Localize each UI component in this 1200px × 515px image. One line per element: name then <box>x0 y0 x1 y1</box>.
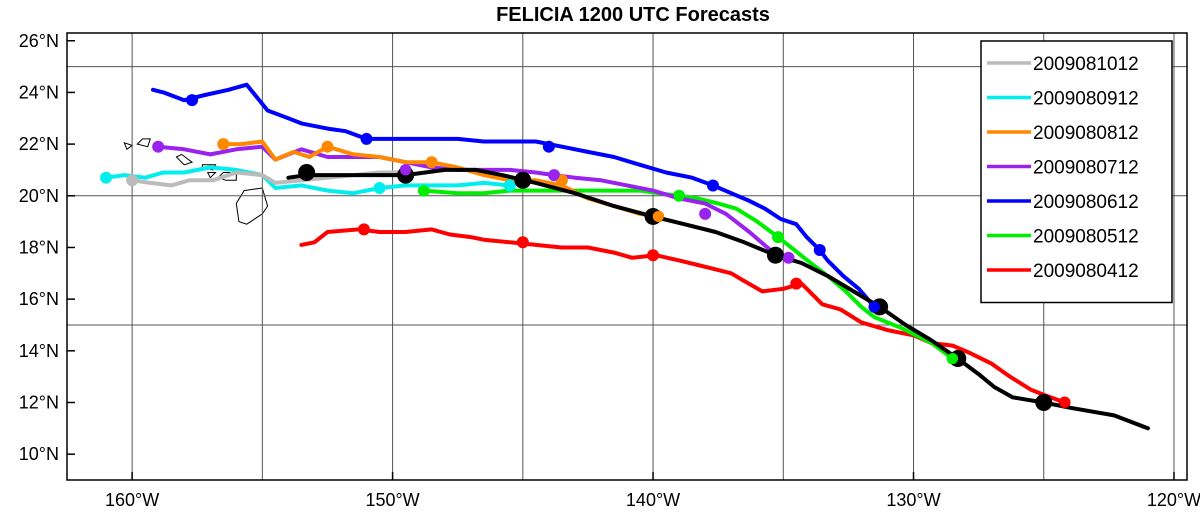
track-point-2009080612 <box>543 141 555 153</box>
best-track-point <box>1035 393 1053 411</box>
track-point-2009080412 <box>647 249 659 261</box>
island-niihau <box>123 141 134 151</box>
track-point-2009080612 <box>361 133 373 145</box>
legend-item: 2009080812 <box>987 123 1139 144</box>
track-point-2009080812 <box>321 141 333 153</box>
y-tick-label: 22°N <box>19 134 59 154</box>
y-tick-label: 24°N <box>19 82 59 102</box>
legend-label: 2009080812 <box>1033 123 1139 144</box>
track-point-2009080812 <box>652 210 664 222</box>
y-tick-label: 12°N <box>19 392 59 412</box>
track-point-2009080612 <box>814 244 826 256</box>
y-tick-label: 14°N <box>19 341 59 361</box>
x-tick-label: 150°W <box>365 490 419 510</box>
track-point-2009080412 <box>790 278 802 290</box>
track-line-2009080412 <box>299 227 1067 405</box>
legend-label: 2009080612 <box>1033 192 1139 213</box>
track-point-2009080712 <box>782 252 794 264</box>
track-point-2009080612 <box>186 94 198 106</box>
track-point-2009080712 <box>152 141 164 153</box>
track-point-2009080712 <box>699 208 711 220</box>
track-point-2009080812 <box>426 156 438 168</box>
x-tick-label: 160°W <box>105 490 159 510</box>
best-track-point <box>514 171 532 189</box>
best-track-point <box>766 246 784 264</box>
track-point-2009080712 <box>548 169 560 181</box>
x-tick-label: 120°W <box>1147 490 1200 510</box>
island-oahu <box>175 153 194 166</box>
y-tick-label: 20°N <box>19 186 59 206</box>
island-hawaii <box>235 187 269 225</box>
legend-label: 2009080512 <box>1033 227 1139 248</box>
best-track-line <box>286 167 1150 431</box>
track-line-2009080512 <box>421 188 955 361</box>
legend-item: 2009080912 <box>987 89 1139 110</box>
legend-item: 2009080512 <box>987 227 1139 248</box>
legend-item: 2009080712 <box>987 158 1139 179</box>
y-tick-label: 16°N <box>19 289 59 309</box>
axis-layer: 160°W 150°W 140°W 130°W 120°W 10°N 12°N 14°N 16°… <box>19 31 1200 510</box>
track-layer <box>100 82 1150 431</box>
track-point-2009081012 <box>126 174 138 186</box>
track-point-2009080412 <box>358 223 370 235</box>
legend-item: 2009080412 <box>987 261 1139 282</box>
y-tick-label: 26°N <box>19 31 59 51</box>
track-point-2009080512 <box>418 185 430 197</box>
track-point-2009080812 <box>217 138 229 150</box>
track-point-2009080512 <box>772 231 784 243</box>
y-tick-label: 18°N <box>19 237 59 257</box>
track-point-2009080412 <box>1059 396 1071 408</box>
track-point-2009080712 <box>400 164 412 176</box>
forecast-track-2009080412 <box>299 223 1071 409</box>
legend-label: 2009081012 <box>1033 54 1139 75</box>
legend-item: 2009081012 <box>987 54 1139 75</box>
x-tick-label: 140°W <box>626 490 680 510</box>
island-kauai <box>136 138 151 148</box>
x-tick-label: 130°W <box>886 490 940 510</box>
track-point-2009080912 <box>100 172 112 184</box>
track-line-2009080612 <box>151 82 877 309</box>
track-point-2009080512 <box>947 353 959 365</box>
land-layer <box>123 138 269 225</box>
island-lanai <box>206 172 217 179</box>
track-point-2009080512 <box>673 190 685 202</box>
best-track-point <box>298 164 316 182</box>
forecast-track-2009080512 <box>417 184 959 365</box>
plot-frame <box>66 32 1188 481</box>
track-line-2009080912 <box>104 165 512 196</box>
legend-label: 2009080912 <box>1033 89 1139 110</box>
track-point-2009080412 <box>517 236 529 248</box>
legend-box <box>980 40 1173 304</box>
legend: 2009081012 2009080912 2009080812 2009080712… <box>980 40 1173 304</box>
track-point-2009080912 <box>504 179 516 191</box>
legend-label: 2009080412 <box>1033 261 1139 282</box>
track-point-2009080612 <box>868 301 880 313</box>
track-point-2009080912 <box>374 182 386 194</box>
track-point-2009080812 <box>556 174 568 186</box>
chart-title: FELICIA 1200 UTC Forecasts <box>496 4 770 26</box>
y-tick-label: 10°N <box>19 444 59 464</box>
legend-label: 2009080712 <box>1033 158 1139 179</box>
track-point-2009080612 <box>707 179 719 191</box>
legend-item: 2009080612 <box>987 192 1139 213</box>
